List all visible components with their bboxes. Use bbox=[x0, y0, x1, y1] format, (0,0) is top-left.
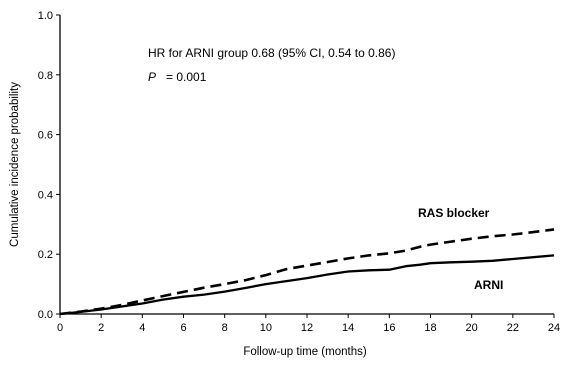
x-tick-label: 20 bbox=[466, 322, 478, 334]
y-tick-label: 1.0 bbox=[38, 10, 53, 22]
series-line-ras-blocker bbox=[59, 228, 555, 316]
x-tick-label: 4 bbox=[139, 322, 145, 334]
y-tick-label: 0.2 bbox=[38, 249, 53, 261]
y-tick-label: 0.6 bbox=[38, 130, 53, 142]
x-tick-label: 24 bbox=[548, 322, 560, 334]
y-tick-label: 0.4 bbox=[38, 189, 53, 201]
series-label-ras-blocker: RAS blocker bbox=[418, 206, 490, 220]
hazard-ratio-annotation: HR for ARNI group 0.68 (95% CI, 0.54 to … bbox=[148, 46, 395, 60]
x-ticks: 0 2 4 6 8 10 12 14 16 18 20 22 24 bbox=[57, 314, 560, 334]
x-axis-label: Follow-up time (months) bbox=[243, 346, 367, 358]
series-layer bbox=[59, 228, 555, 316]
x-tick-label: 22 bbox=[507, 322, 519, 334]
x-tick-label: 6 bbox=[180, 322, 186, 334]
p-value-label: P bbox=[148, 70, 156, 84]
y-tick-label: 0.8 bbox=[38, 70, 53, 82]
x-tick-label: 14 bbox=[342, 322, 354, 334]
x-tick-label: 12 bbox=[301, 322, 313, 334]
x-tick-label: 2 bbox=[98, 322, 104, 334]
y-axis-label: Cumulative incidence probability bbox=[9, 82, 21, 247]
x-tick-label: 16 bbox=[383, 322, 395, 334]
series-line-arni bbox=[59, 254, 555, 316]
x-tick-label: 10 bbox=[260, 322, 272, 334]
x-tick-label: 8 bbox=[222, 322, 228, 334]
series-label-arni: ARNI bbox=[474, 278, 503, 292]
p-value: = 0.001 bbox=[166, 70, 207, 84]
y-ticks: 0.0 0.2 0.4 0.6 0.8 1.0 bbox=[38, 10, 60, 321]
x-tick-label: 18 bbox=[424, 322, 436, 334]
y-tick-label: 0.0 bbox=[38, 309, 53, 321]
x-tick-label: 0 bbox=[57, 322, 63, 334]
